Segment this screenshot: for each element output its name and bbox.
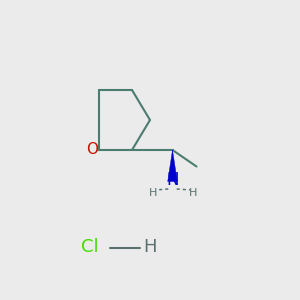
- Text: O: O: [86, 142, 98, 158]
- Text: Cl: Cl: [81, 238, 99, 256]
- Text: H: H: [149, 188, 157, 199]
- Text: H: H: [143, 238, 157, 256]
- Text: H: H: [189, 188, 198, 199]
- Text: N: N: [166, 171, 179, 189]
- Polygon shape: [168, 150, 177, 182]
